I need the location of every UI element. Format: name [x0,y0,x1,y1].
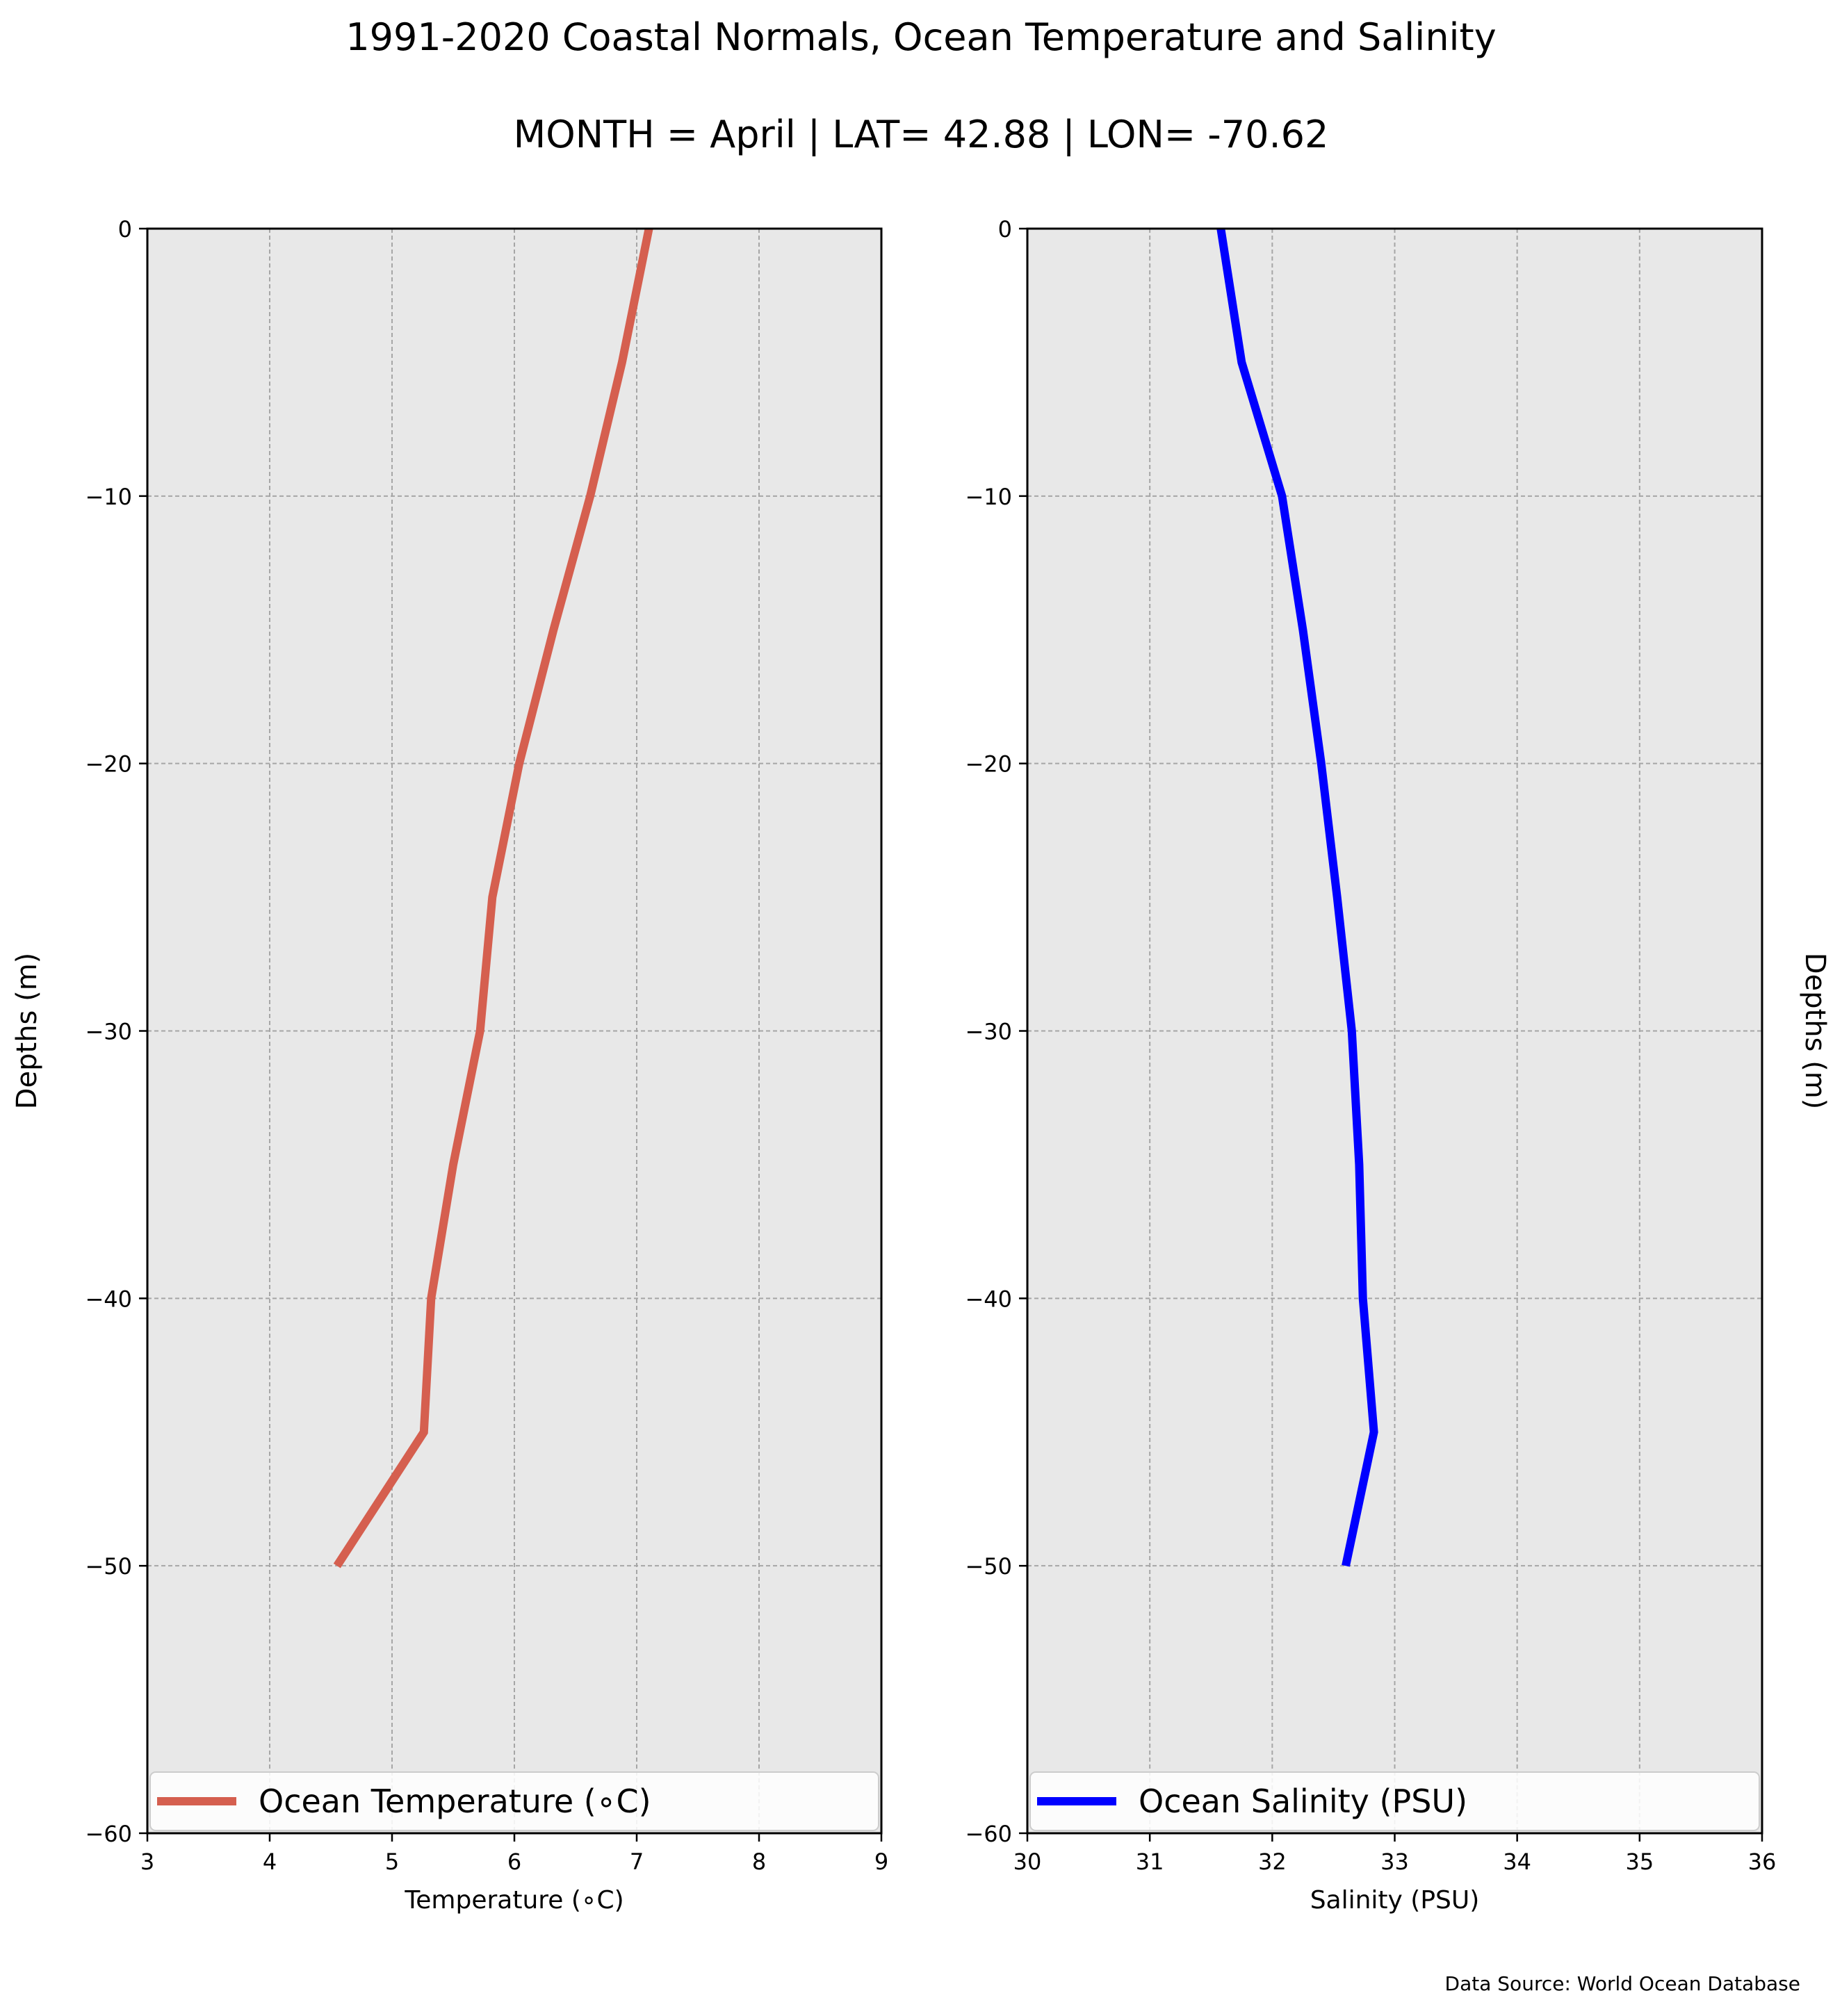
salinity-xtick-label: 35 [1625,1849,1654,1875]
temperature-legend-label: Ocean Temperature (∘C) [259,1783,651,1820]
temperature-ytick-label: −60 [85,1821,132,1847]
temperature-ytick-label: −50 [85,1553,132,1580]
salinity-legend-box [1029,1771,1760,1831]
temperature-yaxis-label: Depths (m) [11,953,43,1110]
temperature-ytick-label: 0 [118,216,132,243]
salinity-xtick-label: 36 [1748,1849,1777,1875]
temperature-xaxis-label: Temperature (∘C) [404,1886,623,1915]
salinity-series-line [1216,228,1378,1567]
temperature-xtick-label: 8 [752,1849,766,1875]
salinity-xaxis-label: Salinity (PSU) [1310,1886,1480,1915]
temperature-ytick-label: −40 [85,1286,132,1312]
salinity-ytick-label: −10 [965,484,1012,510]
salinity-xtick-label: 33 [1380,1849,1409,1875]
salinity-ytick-label: 0 [998,216,1012,243]
temperature-legend: Ocean Temperature (∘C) [149,1771,879,1831]
temperature-ytick-label: −10 [85,484,132,510]
source-note: Data Source: World Ocean Database [1445,1972,1800,1995]
temperature-ytick-label: −30 [85,1019,132,1045]
temperature-xtick-label: 5 [385,1849,399,1875]
temperature-legend-box [149,1771,879,1831]
salinity-ytick-label: −50 [965,1553,1012,1580]
salinity-yaxis-label: Depths (m) [1799,953,1831,1110]
salinity-ytick-label: −40 [965,1286,1012,1312]
salinity-legend-label: Ocean Salinity (PSU) [1139,1783,1467,1820]
temperature-xtick-label: 3 [140,1849,154,1875]
temperature-ytick-label: −20 [85,751,132,778]
temperature-series-line [333,227,653,1568]
salinity-panel: 30 31 32 33 34 35 36 0 −10 −20 −30 −40 −50 −60 Salinit… [965,216,1831,1915]
salinity-xtick-label: 31 [1136,1849,1164,1875]
salinity-ytick-label: −60 [965,1821,1012,1847]
salinity-xtick-label: 34 [1503,1849,1531,1875]
chart-subtitle: MONTH = April | LAT= 42.88 | LON= -70.62 [514,113,1329,156]
chart-title: 1991-2020 Coastal Normals, Ocean Tempera… [345,15,1496,59]
temperature-xtick-label: 6 [507,1849,521,1875]
temperature-xtick-label: 4 [263,1849,277,1875]
salinity-ytick-label: −20 [965,751,1012,778]
temperature-xtick-label: 9 [874,1849,888,1875]
salinity-legend: Ocean Salinity (PSU) [1029,1771,1760,1831]
temperature-panel: 3 4 5 6 7 8 9 0 −10 −20 −30 −40 −50 −60 Temperature (∘… [11,216,888,1915]
salinity-xtick-label: 30 [1013,1849,1042,1875]
temperature-xtick-label: 7 [630,1849,644,1875]
salinity-ytick-label: −30 [965,1019,1012,1045]
salinity-xtick-label: 32 [1258,1849,1287,1875]
